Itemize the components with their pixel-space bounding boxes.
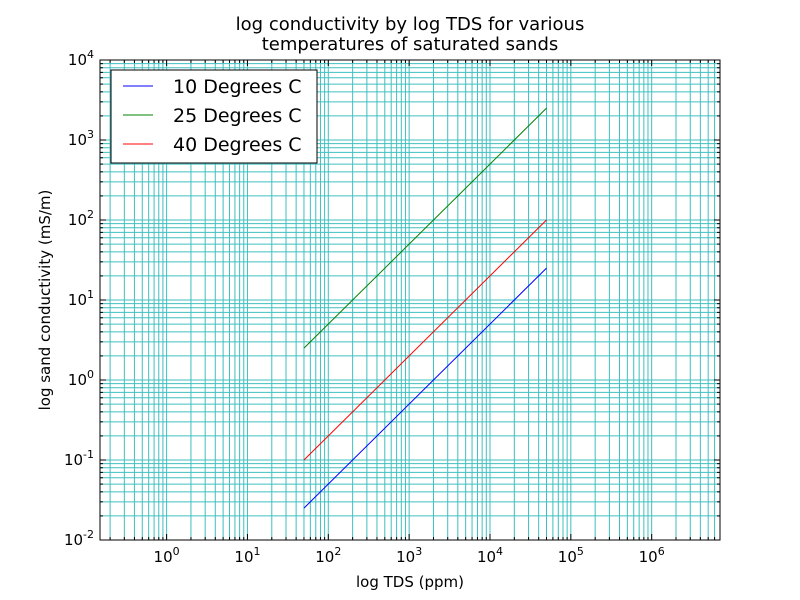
y-tick-label: 100	[68, 368, 94, 389]
axis-ticks	[100, 60, 720, 540]
y-tick-label: 10-1	[64, 448, 94, 469]
x-tick-label: 106	[639, 545, 665, 566]
series-line-3	[303, 219, 547, 461]
grid	[100, 60, 720, 540]
y-tick-labels: 10-2 10-1 100 101 102 103 104	[64, 48, 94, 549]
y-tick-label: 10-2	[64, 528, 94, 549]
y-tick-label: 102	[68, 208, 94, 229]
legend-label: 40 Degrees C	[173, 134, 302, 156]
chart-title: log conductivity by log TDS for varioust…	[236, 14, 585, 55]
series-line-2	[303, 107, 547, 349]
x-tick-label: 101	[234, 545, 260, 566]
legend: 10 Degrees C 25 Degrees C 40 Degrees C	[110, 69, 318, 164]
series-lines	[303, 107, 547, 509]
series-line-1	[303, 267, 547, 509]
x-tick-label: 103	[396, 545, 422, 566]
y-tick-label: 104	[68, 48, 94, 69]
y-axis-label: log sand conductivity (mS/m)	[36, 190, 54, 411]
x-tick-label: 105	[558, 545, 584, 566]
legend-label: 10 Degrees C	[173, 76, 302, 98]
y-tick-label: 101	[68, 288, 94, 309]
chart-title-line-2: temperatures of saturated sands	[262, 34, 559, 55]
y-tick-label: 103	[68, 128, 94, 149]
x-axis-label: log TDS (ppm)	[356, 573, 464, 591]
x-tick-labels: 100 101 102 103 104 105 106	[154, 545, 665, 566]
legend-label: 25 Degrees C	[173, 105, 302, 127]
chart-title-line-1: log conductivity by log TDS for various	[236, 14, 585, 35]
x-tick-label: 100	[154, 545, 180, 566]
x-tick-label: 104	[477, 545, 503, 566]
x-tick-label: 102	[315, 545, 341, 566]
